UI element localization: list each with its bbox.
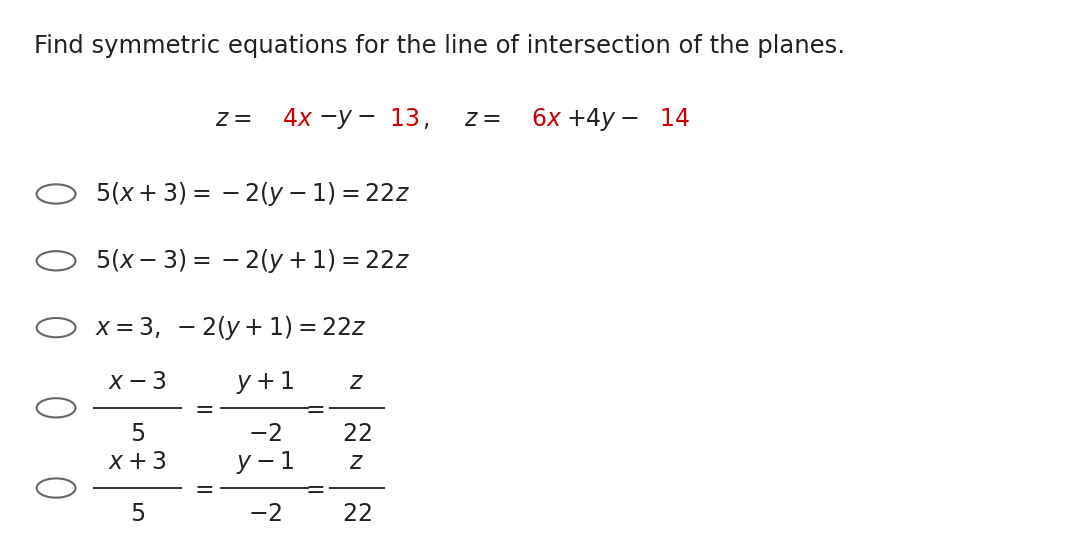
Text: $22$: $22$ xyxy=(342,502,372,526)
Text: $z = $: $z = $ xyxy=(464,107,500,131)
Text: $22$: $22$ xyxy=(342,421,372,445)
Text: $5(x + 3) = -2(y - 1) = 22z$: $5(x + 3) = -2(y - 1) = 22z$ xyxy=(95,180,410,208)
Text: $x - 3$: $x - 3$ xyxy=(108,370,167,394)
Text: $14$: $14$ xyxy=(658,107,689,131)
Text: Find symmetric equations for the line of intersection of the planes.: Find symmetric equations for the line of… xyxy=(35,34,846,58)
Text: $ + 4y - $: $ + 4y - $ xyxy=(566,106,639,132)
Text: $4x$: $4x$ xyxy=(282,107,313,131)
Text: $-2$: $-2$ xyxy=(247,502,282,526)
Text: $5$: $5$ xyxy=(130,421,145,445)
Text: $x = 3,\;-2(y + 1) = 22z$: $x = 3,\;-2(y + 1) = 22z$ xyxy=(95,314,366,342)
Text: $z = $: $z = $ xyxy=(215,107,252,131)
Text: $=$: $=$ xyxy=(190,476,214,500)
Text: $=$: $=$ xyxy=(301,476,325,500)
Text: $x + 3$: $x + 3$ xyxy=(108,450,167,475)
Text: $5$: $5$ xyxy=(130,502,145,526)
Text: $=$: $=$ xyxy=(190,396,214,420)
Text: $y + 1$: $y + 1$ xyxy=(235,369,294,396)
Text: $z$: $z$ xyxy=(349,370,364,394)
Text: $13$: $13$ xyxy=(389,107,420,131)
Text: $5(x - 3) = -2(y + 1) = 22z$: $5(x - 3) = -2(y + 1) = 22z$ xyxy=(95,247,410,275)
Text: $=$: $=$ xyxy=(301,396,325,420)
Text: $z$: $z$ xyxy=(349,450,364,475)
Text: $,$: $,$ xyxy=(422,107,428,131)
Text: $-2$: $-2$ xyxy=(247,421,282,445)
Text: $6x$: $6x$ xyxy=(531,107,562,131)
Text: $ - y - $: $ - y - $ xyxy=(318,107,376,131)
Text: $y - 1$: $y - 1$ xyxy=(235,449,294,476)
